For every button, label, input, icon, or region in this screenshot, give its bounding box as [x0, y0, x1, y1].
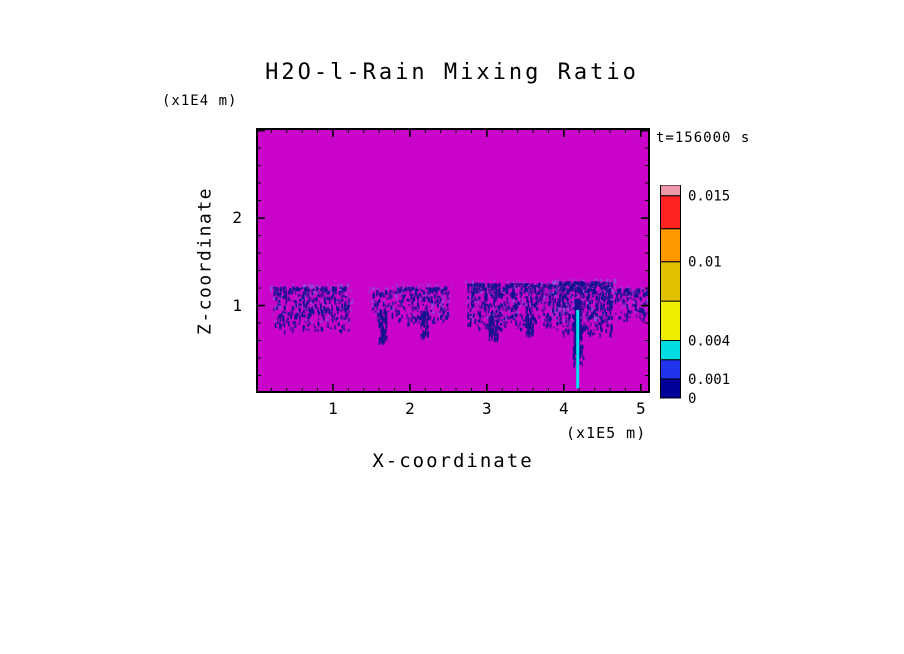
- colorbar-tick-label: 0.004: [688, 334, 730, 350]
- colorbar-tick-label: 0.01: [688, 255, 722, 271]
- colorbar-segment: [660, 359, 681, 380]
- colorbar-segment: [660, 340, 681, 361]
- x-tick-label: 5: [635, 399, 646, 418]
- chart-title: H2O-l-Rain Mixing Ratio: [265, 60, 639, 85]
- x-tick-label: 4: [558, 399, 569, 418]
- colorbar-segment: [660, 261, 681, 302]
- z-tick-label: 1: [232, 295, 242, 315]
- colorbar-segment: [660, 195, 681, 230]
- heatmap-plot-area: [256, 128, 650, 393]
- colorbar-tick-label: 0: [688, 391, 696, 407]
- colorbar-segment: [660, 228, 681, 263]
- plot-frame: [256, 128, 650, 393]
- x-tick-label: 3: [482, 399, 492, 418]
- colorbar-tick-label: 0.015: [688, 189, 730, 205]
- x-axis-label: X-coordinate: [372, 450, 534, 472]
- x-axis-tick-labels: 1 2 3 4 5: [256, 399, 650, 419]
- colorbar-tick-label: 0.001: [688, 372, 730, 388]
- z-axis-label: Z-coordinate: [194, 186, 216, 336]
- x-tick-label: 2: [405, 399, 415, 418]
- colorbar-segment: [660, 300, 681, 341]
- z-axis-unit-label: (x1E4 m): [162, 93, 238, 109]
- z-tick-label: 2: [232, 208, 242, 228]
- x-axis-unit-label: (x1E5 m): [566, 424, 647, 442]
- heatmap-background: [256, 128, 650, 393]
- colorbar-segment: [660, 378, 681, 399]
- time-annotation: t=156000 s: [656, 130, 751, 146]
- colorbar-segment: [660, 185, 681, 197]
- colorbar: 0 0.001 0.004 0.01 0.015: [660, 185, 730, 407]
- x-tick-label: 1: [328, 399, 338, 418]
- rain-shaft-core: [576, 309, 580, 389]
